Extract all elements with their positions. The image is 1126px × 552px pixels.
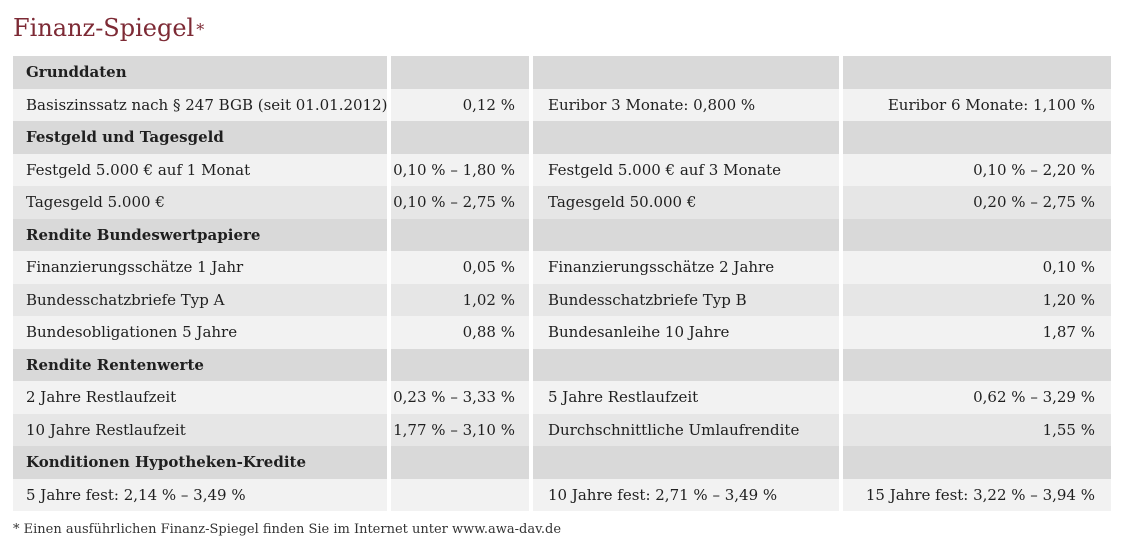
- table-cell: 0,05 %: [391, 251, 533, 284]
- table-cell: Festgeld 5.000 € auf 3 Monate: [533, 153, 843, 186]
- table-row: 5 Jahre fest: 2,14 % – 3,49 % 10 Jahre f…: [13, 478, 1111, 511]
- table-row: Bundesschatzbriefe Typ A 1,02 % Bundessc…: [13, 283, 1111, 316]
- table-cell: [533, 348, 843, 381]
- table-cell: Finanzierungsschätze 1 Jahr: [13, 251, 391, 284]
- title-text: Finanz-Spiegel: [13, 14, 195, 42]
- table-row: Tagesgeld 5.000 € 0,10 % – 2,75 % Tagesg…: [13, 186, 1111, 219]
- table-cell: 5 Jahre fest: 2,14 % – 3,49 %: [13, 478, 391, 511]
- section-header: Grunddaten: [13, 56, 391, 89]
- table-cell: 0,88 %: [391, 316, 533, 349]
- table-cell: Bundesschatzbriefe Typ B: [533, 283, 843, 316]
- table-cell: [843, 218, 1111, 251]
- table-cell: 0,10 % – 1,80 %: [391, 153, 533, 186]
- table-cell: [843, 446, 1111, 479]
- finance-table: Grunddaten Basiszinssatz nach § 247 BGB …: [13, 56, 1111, 511]
- table-cell: 5 Jahre Restlaufzeit: [533, 381, 843, 414]
- page-title: Finanz-Spiegel *: [13, 12, 204, 44]
- table-cell: Bundesobligationen 5 Jahre: [13, 316, 391, 349]
- table-cell: Finanzierungsschätze 2 Jahre: [533, 251, 843, 284]
- table-cell: [533, 446, 843, 479]
- table-cell: 1,20 %: [843, 283, 1111, 316]
- section-header: Konditionen Hypotheken-Kredite: [13, 446, 391, 479]
- table-row: Konditionen Hypotheken-Kredite: [13, 446, 1111, 479]
- table-cell: Bundesanleihe 10 Jahre: [533, 316, 843, 349]
- table-cell: 1,02 %: [391, 283, 533, 316]
- table-cell: [843, 56, 1111, 89]
- title-footnote-mark: *: [196, 20, 205, 39]
- table-cell: 0,10 %: [843, 251, 1111, 284]
- table-cell: Euribor 3 Monate: 0,800 %: [533, 88, 843, 121]
- table-cell: Bundesschatzbriefe Typ A: [13, 283, 391, 316]
- table-cell: Durchschnittliche Umlaufrendite: [533, 413, 843, 446]
- table-cell: [533, 218, 843, 251]
- table-row: Basiszinssatz nach § 247 BGB (seit 01.01…: [13, 88, 1111, 121]
- table-row: 10 Jahre Restlaufzeit 1,77 % – 3,10 % Du…: [13, 413, 1111, 446]
- table-cell: [843, 348, 1111, 381]
- table-cell: 10 Jahre fest: 2,71 % – 3,49 %: [533, 478, 843, 511]
- table-cell: [391, 218, 533, 251]
- table-row: Festgeld 5.000 € auf 1 Monat 0,10 % – 1,…: [13, 153, 1111, 186]
- table-cell: [391, 121, 533, 154]
- table-cell: Basiszinssatz nach § 247 BGB (seit 01.01…: [13, 88, 391, 121]
- table-cell: 1,87 %: [843, 316, 1111, 349]
- table-cell: 1,55 %: [843, 413, 1111, 446]
- table-row: Bundesobligationen 5 Jahre 0,88 % Bundes…: [13, 316, 1111, 349]
- table-cell: [533, 56, 843, 89]
- section-header: Festgeld und Tagesgeld: [13, 121, 391, 154]
- table-cell: Festgeld 5.000 € auf 1 Monat: [13, 153, 391, 186]
- table-row: 2 Jahre Restlaufzeit 0,23 % – 3,33 % 5 J…: [13, 381, 1111, 414]
- table-cell: [533, 121, 843, 154]
- table-cell: 10 Jahre Restlaufzeit: [13, 413, 391, 446]
- footnote: * Einen ausführlichen Finanz-Spiegel fin…: [13, 522, 562, 537]
- table-row: Festgeld und Tagesgeld: [13, 121, 1111, 154]
- table-cell: 0,10 % – 2,75 %: [391, 186, 533, 219]
- table-cell: 0,10 % – 2,20 %: [843, 153, 1111, 186]
- table-row: Rendite Rentenwerte: [13, 348, 1111, 381]
- table-cell: 1,77 % – 3,10 %: [391, 413, 533, 446]
- table-row: Finanzierungsschätze 1 Jahr 0,05 % Finan…: [13, 251, 1111, 284]
- table-cell: 15 Jahre fest: 3,22 % – 3,94 %: [843, 478, 1111, 511]
- table-cell: 0,23 % – 3,33 %: [391, 381, 533, 414]
- table-cell: 2 Jahre Restlaufzeit: [13, 381, 391, 414]
- table-cell: Euribor 6 Monate: 1,100 %: [843, 88, 1111, 121]
- table-cell: [391, 348, 533, 381]
- table-cell: [391, 56, 533, 89]
- table-cell: Tagesgeld 50.000 €: [533, 186, 843, 219]
- table-cell: 0,12 %: [391, 88, 533, 121]
- table-row: Grunddaten: [13, 56, 1111, 89]
- table-cell: [391, 478, 533, 511]
- table-cell: Tagesgeld 5.000 €: [13, 186, 391, 219]
- section-header: Rendite Bundeswertpapiere: [13, 218, 391, 251]
- table-row: Rendite Bundeswertpapiere: [13, 218, 1111, 251]
- table-cell: [843, 121, 1111, 154]
- table-cell: [391, 446, 533, 479]
- table-cell: 0,62 % – 3,29 %: [843, 381, 1111, 414]
- section-header: Rendite Rentenwerte: [13, 348, 391, 381]
- table-cell: 0,20 % – 2,75 %: [843, 186, 1111, 219]
